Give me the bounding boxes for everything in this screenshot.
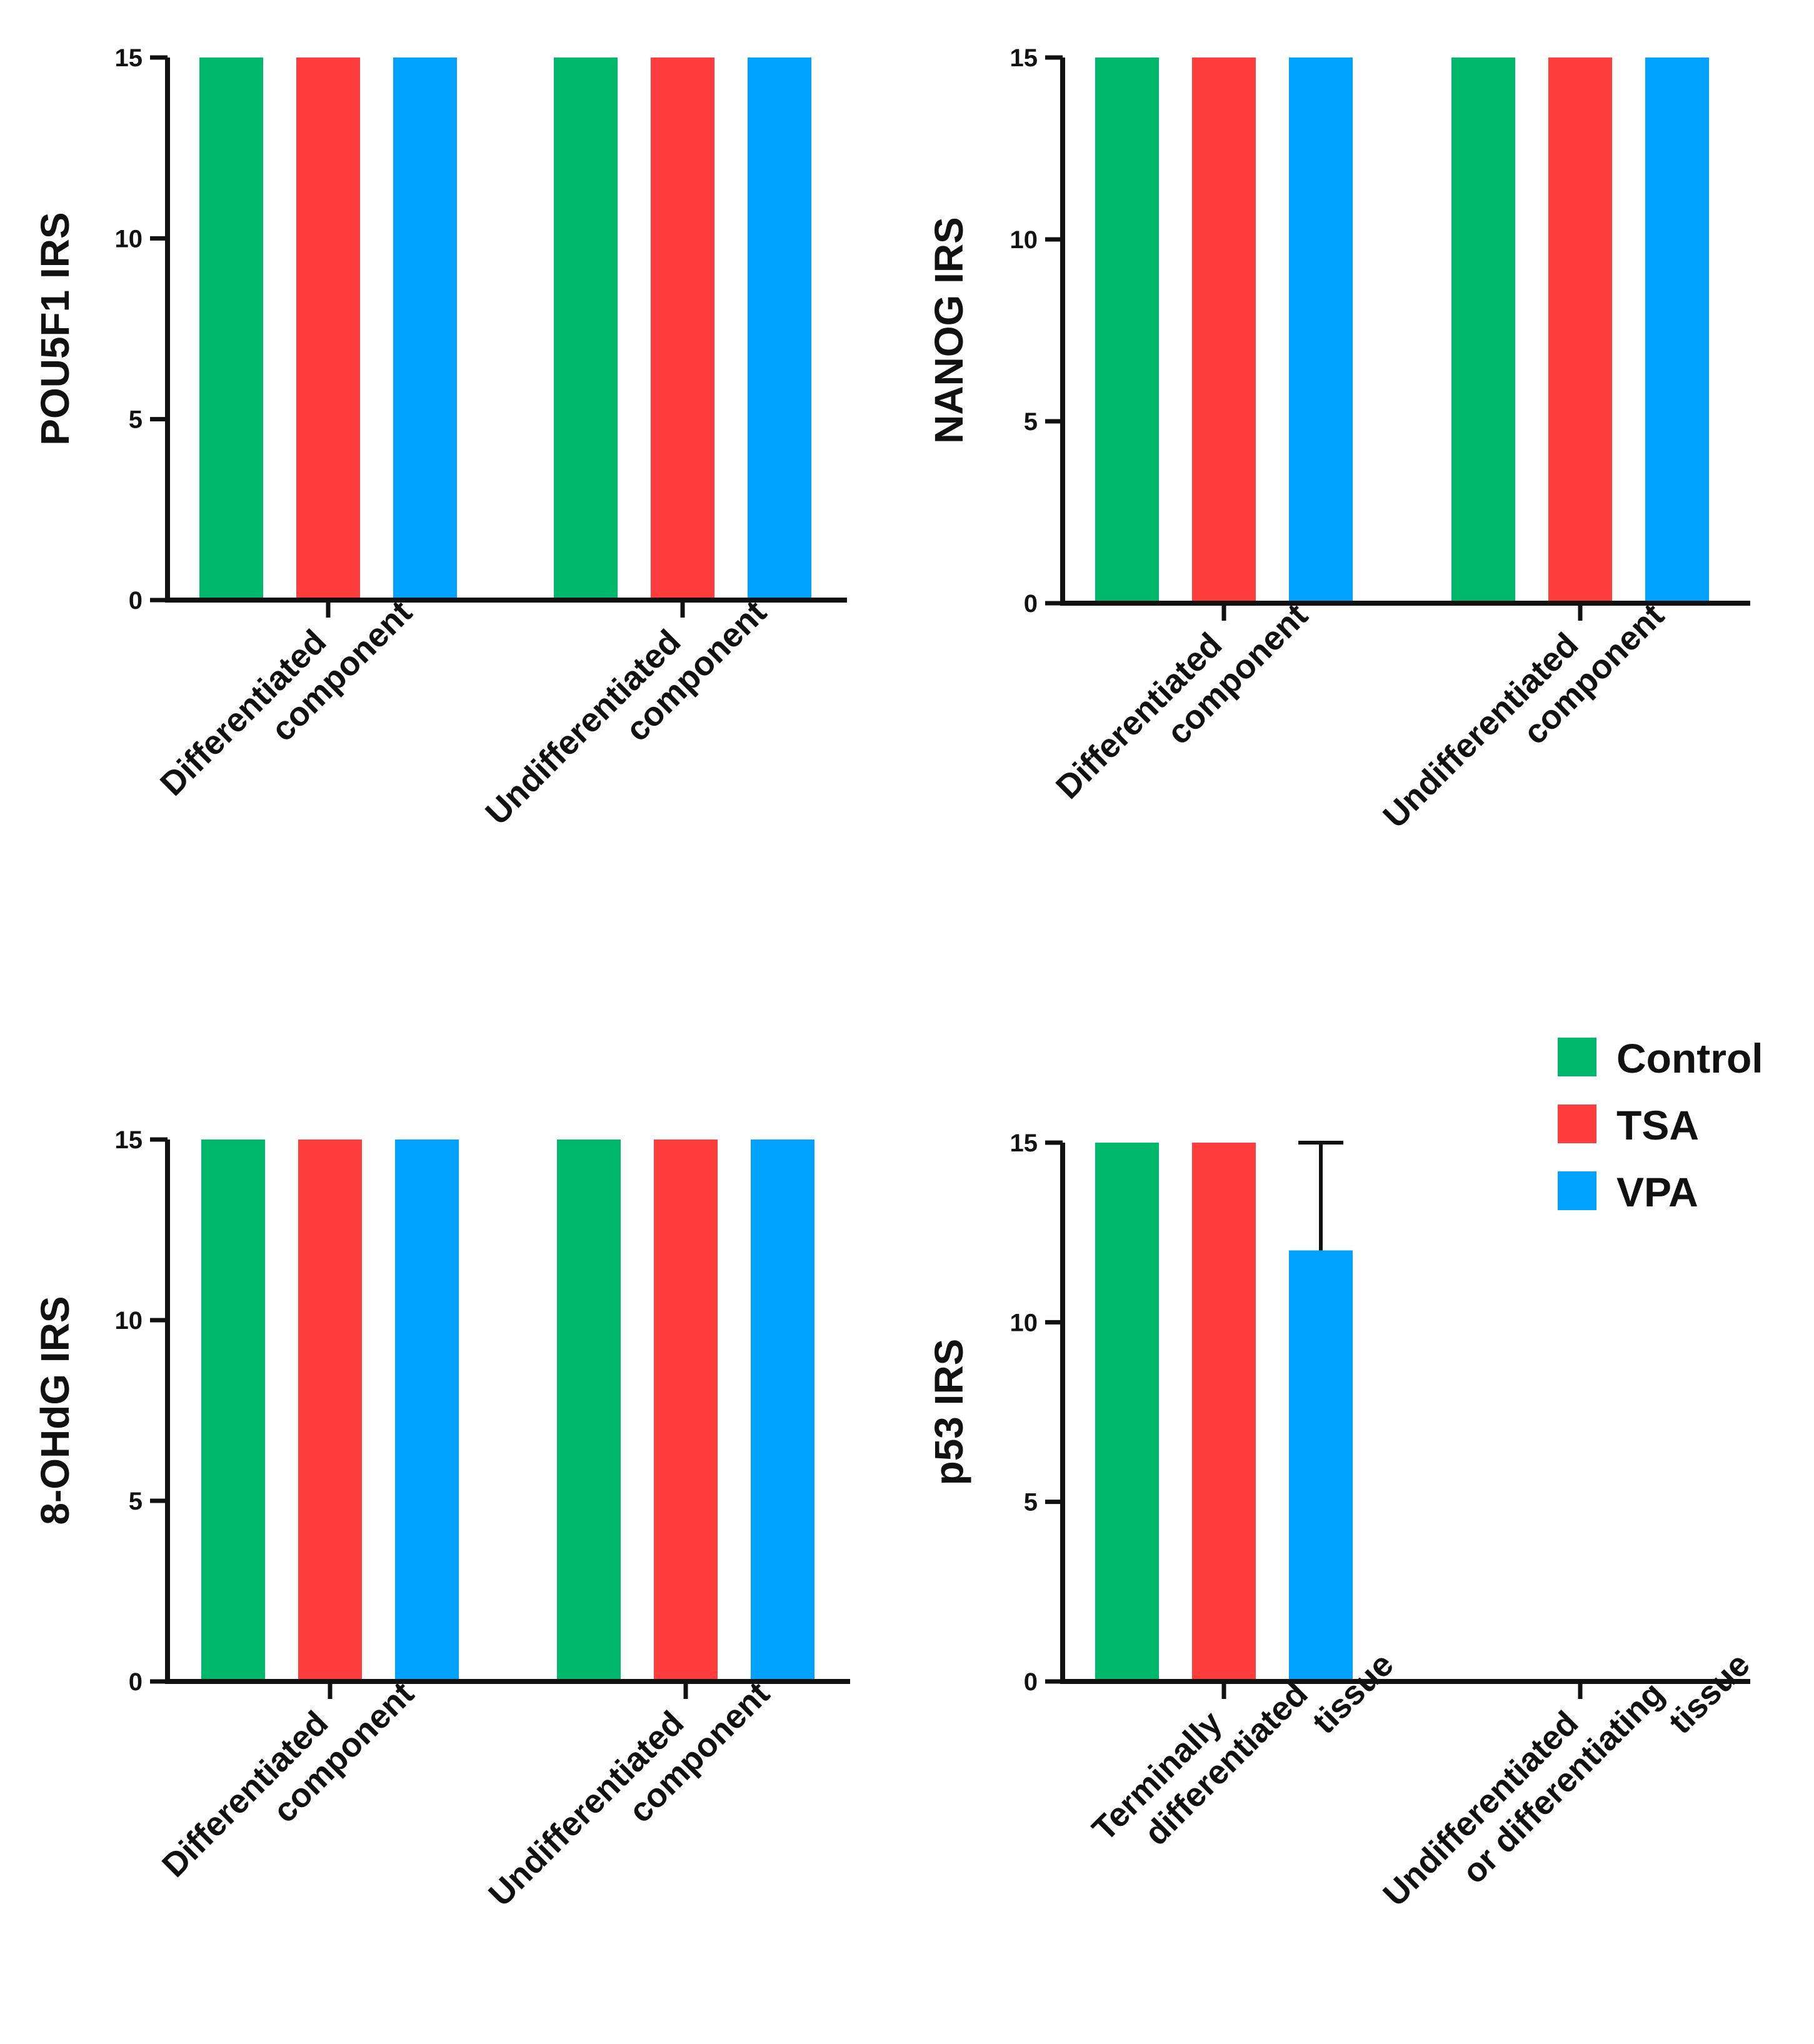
y-axis-title: p53 IRS [926,1339,971,1486]
x-category-label: Differentiatedcomponent [1049,568,1315,834]
y-axis-title: NANOG IRS [926,217,971,444]
legend-swatch-control [1558,1038,1596,1076]
legend: Control TSA VPA [1558,1035,1763,1215]
y-tick-label: 0 [1024,590,1038,618]
x-category-label: Undifferentiatedcomponent [1376,568,1671,863]
legend-label-tsa: TSA [1616,1102,1699,1148]
bar-tsa-group-2 [1548,58,1612,603]
legend-label-vpa: VPA [1616,1169,1698,1215]
chart-panel-3: 0 5 10 15 8-OHdG IRS Differentiatedcomponent U… [33,1126,850,1941]
y-tick-label: 10 [115,1307,143,1335]
x-category-label: Differentiatedcomponent [155,1646,421,1913]
y-tick-label: 5 [129,406,143,434]
chart-panel-1: 0 5 10 15 POU5F1 IRS Differentiatedcomponent U… [33,44,847,860]
y-tick-label: 15 [1010,44,1038,72]
bar-vpa-group-1 [1289,58,1353,603]
bar-tsa-group-1 [298,1140,362,1681]
bar-tsa-group-2 [654,1140,718,1681]
chart-panel-2: 0 5 10 15 NANOG IRS Differentiatedcomponent Un… [926,44,1750,863]
x-category-label: Undifferentiatedor differentiatingtissue [1376,1589,1757,1970]
y-tick-label: 15 [1010,1130,1038,1157]
bar-vpa-group-1 [393,58,457,600]
y-tick-label: 0 [1024,1668,1038,1696]
bar-tsa-group-2 [651,58,714,600]
y-tick-label: 5 [129,1488,143,1515]
bar-tsa-group-1 [1192,58,1256,603]
y-tick-label: 10 [1010,1309,1038,1336]
x-category-label-line: tissue [1661,1646,1757,1741]
bar-control-group-1 [199,58,263,600]
bar-vpa-group-1 [1289,1250,1353,1681]
y-tick-label: 0 [129,587,143,614]
y-tick-label: 10 [1010,226,1038,254]
bar-vpa-group-1 [395,1140,459,1681]
bar-vpa-group-2 [751,1140,814,1681]
y-tick-label: 0 [129,1668,143,1696]
bar-control-group-2 [1451,58,1515,603]
legend-label-control: Control [1616,1035,1763,1081]
bar-vpa-group-2 [748,58,811,600]
legend-swatch-tsa [1558,1105,1596,1143]
x-category-label: Undifferentiatedcomponent [481,1646,776,1941]
y-axis-title: 8-OHdG IRS [33,1296,78,1525]
bar-control-group-2 [557,1140,621,1681]
y-tick-label: 15 [115,44,143,72]
x-category-label: Differentiatedcomponent [153,565,419,831]
y-tick-label: 5 [1024,408,1038,436]
y-axis-title: POU5F1 IRS [33,212,78,445]
bar-control-group-2 [554,58,618,600]
legend-swatch-vpa [1558,1171,1596,1210]
bar-control-group-1 [1095,1143,1159,1681]
x-category-label: Undifferentiatedcomponent [478,565,773,860]
bar-control-group-1 [1095,58,1159,603]
y-tick-label: 15 [115,1126,143,1154]
y-tick-label: 10 [115,225,143,253]
bar-tsa-group-1 [296,58,360,600]
bar-control-group-1 [201,1140,265,1681]
y-tick-label: 5 [1024,1489,1038,1516]
bar-vpa-group-2 [1645,58,1709,603]
bar-tsa-group-1 [1192,1143,1256,1681]
